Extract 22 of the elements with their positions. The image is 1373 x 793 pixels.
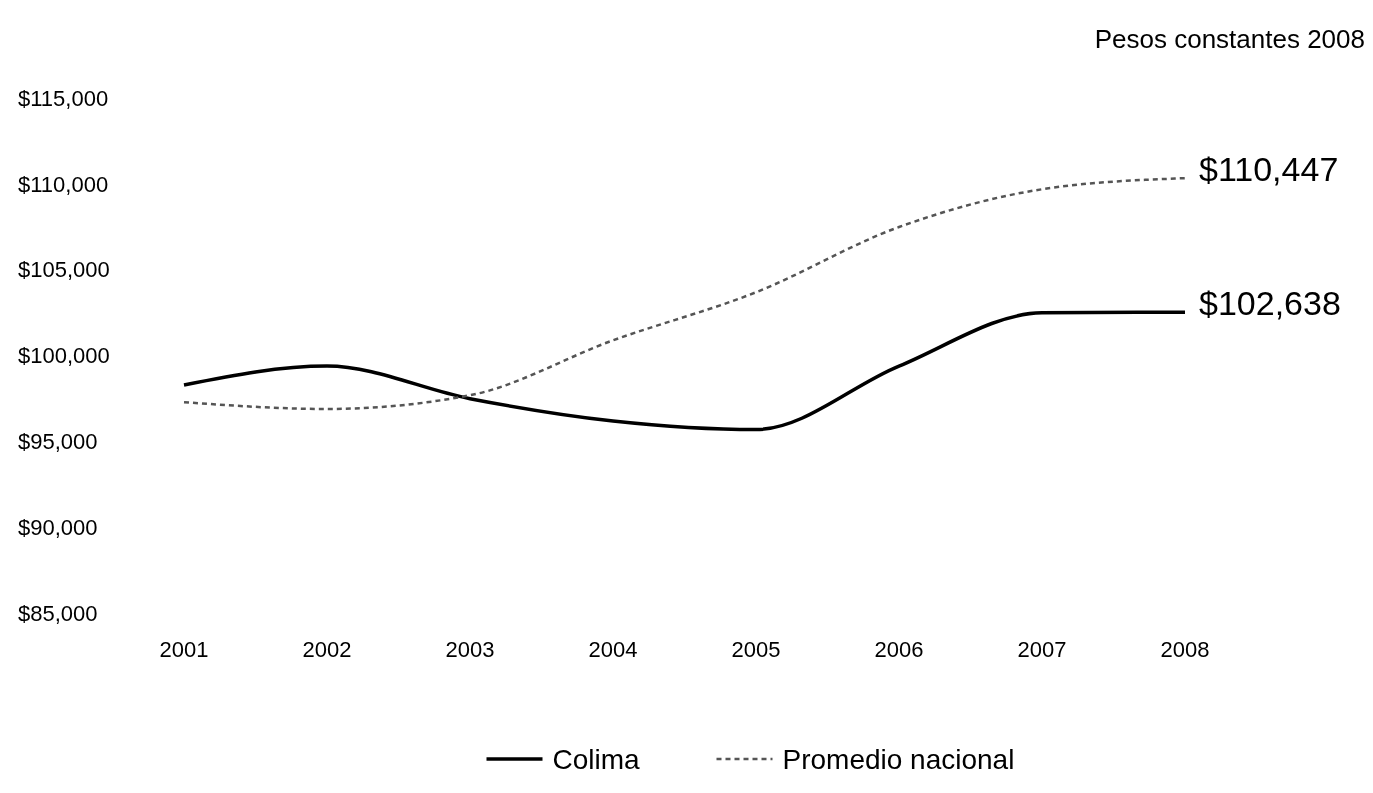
x-tick-label: 2001	[159, 637, 209, 662]
x-tick-label: 2005	[731, 637, 781, 662]
legend-label: Promedio nacional	[782, 744, 1015, 775]
line-series	[182, 176, 1187, 411]
x-tick-label: 2007	[1017, 637, 1067, 662]
x-tick-label: 2003	[445, 637, 495, 662]
x-tick-label: 2002	[302, 637, 352, 662]
x-tick-label: 2006	[874, 637, 924, 662]
y-tick-label: $95,000	[18, 429, 98, 455]
y-tick-label: $85,000	[18, 600, 98, 626]
x-tick-label: 2004	[588, 637, 638, 662]
legend-label: Colima	[552, 744, 641, 775]
line-series	[182, 310, 1187, 432]
chart-subtitle: Pesos constantes 2008	[1094, 24, 1365, 54]
data-label: $102,638	[1199, 284, 1341, 323]
y-tick-label: $115,000	[18, 85, 109, 111]
data-label: $110,447	[1199, 150, 1339, 189]
y-tick-label: $110,000	[18, 171, 109, 197]
y-tick-label: $105,000	[18, 257, 110, 283]
y-tick-label: $90,000	[18, 514, 98, 540]
y-tick-label: $100,000	[18, 343, 110, 369]
x-tick-label: 2008	[1160, 637, 1210, 662]
